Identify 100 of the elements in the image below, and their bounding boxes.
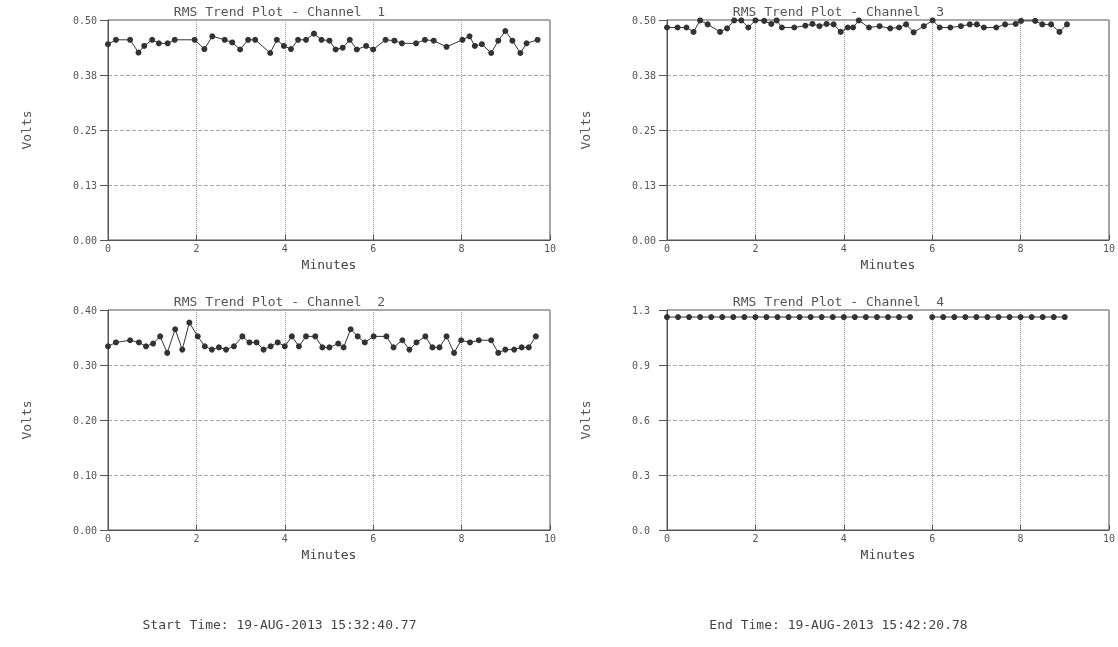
point — [287, 46, 294, 53]
point — [929, 17, 936, 24]
point — [1018, 17, 1025, 24]
point — [887, 25, 894, 32]
point — [326, 37, 333, 44]
y-axis-title: Volts — [578, 110, 593, 150]
point — [1012, 20, 1019, 27]
x-tick-label: 10 — [1102, 242, 1115, 254]
y-tick-label: 0.50 — [73, 14, 98, 26]
point — [488, 337, 495, 344]
x-tick-label: 0 — [663, 242, 671, 254]
point — [903, 21, 910, 28]
point — [1039, 21, 1046, 28]
point — [717, 28, 724, 35]
point — [957, 23, 964, 30]
chart-title: RMS Trend Plot - Channel 4 — [732, 294, 945, 309]
point — [215, 344, 222, 351]
point — [478, 41, 485, 48]
point — [523, 40, 530, 47]
y-tick-label: 0.40 — [73, 304, 98, 316]
point — [246, 339, 253, 346]
x-tick-label: 6 — [370, 532, 377, 544]
x-tick-label: 8 — [1017, 532, 1024, 544]
point — [172, 326, 179, 333]
point — [495, 349, 502, 356]
y-tick-label: 0.38 — [632, 69, 657, 81]
point — [295, 343, 302, 350]
point — [876, 23, 883, 30]
point — [973, 21, 980, 28]
point — [267, 50, 274, 56]
point — [664, 24, 670, 31]
y-tick-label: 0.50 — [632, 14, 657, 26]
point — [855, 17, 862, 24]
x-axis-title: Minutes — [860, 256, 916, 272]
chart-title: RMS Trend Plot - Channel 2 — [173, 294, 386, 309]
chart-title: RMS Trend Plot - Channel 3 — [732, 4, 945, 19]
point — [809, 20, 816, 27]
x-tick-label: 4 — [281, 532, 288, 544]
point — [383, 333, 390, 340]
point — [312, 333, 319, 340]
chart-title: RMS Trend Plot - Channel 1 — [173, 4, 386, 19]
point — [353, 46, 360, 53]
point — [127, 36, 134, 43]
point — [155, 40, 162, 47]
point — [475, 337, 482, 344]
point — [518, 344, 525, 351]
point — [382, 36, 389, 43]
point — [310, 30, 317, 37]
x-tick-label: 6 — [929, 242, 936, 254]
point — [1056, 28, 1063, 35]
point — [370, 333, 377, 340]
point — [690, 28, 697, 35]
point — [920, 23, 927, 30]
point — [157, 333, 164, 340]
point — [201, 46, 208, 53]
point — [910, 29, 917, 36]
point — [209, 33, 216, 40]
point — [1064, 21, 1070, 28]
point — [191, 36, 198, 43]
x-tick-label: 2 — [752, 242, 759, 254]
x-tick-label: 0 — [104, 242, 112, 254]
x-tick-label: 2 — [752, 532, 759, 544]
y-tick-label: 0.00 — [73, 234, 98, 246]
x-tick-label: 8 — [458, 242, 465, 254]
point — [150, 340, 157, 347]
point — [697, 17, 704, 24]
x-tick-label: 2 — [193, 242, 200, 254]
x-tick-label: 4 — [840, 532, 847, 544]
point — [1002, 21, 1009, 28]
point — [186, 319, 193, 326]
point — [534, 36, 541, 43]
point — [370, 46, 377, 53]
point — [517, 50, 524, 56]
point — [127, 337, 134, 344]
x-tick-label: 8 — [1017, 242, 1024, 254]
point — [361, 339, 368, 346]
point — [105, 343, 111, 350]
x-axis-title: Minutes — [301, 256, 357, 272]
point — [112, 339, 119, 346]
y-tick-label: 0.00 — [73, 524, 98, 536]
point — [135, 339, 142, 346]
y-tick-label: 0.25 — [632, 124, 657, 136]
point — [340, 344, 347, 351]
point — [194, 333, 201, 340]
y-tick-label: 1.3 — [632, 304, 651, 316]
point — [391, 37, 398, 44]
point — [319, 344, 326, 351]
y-tick-label: 0.13 — [73, 179, 98, 191]
point — [164, 349, 171, 356]
point — [221, 36, 228, 43]
point — [850, 24, 857, 31]
point — [773, 17, 780, 24]
point — [429, 344, 436, 351]
point — [966, 21, 973, 28]
point — [502, 28, 509, 34]
point — [346, 36, 353, 43]
point — [223, 346, 230, 353]
y-tick-label: 0.3 — [632, 469, 651, 481]
point — [488, 50, 495, 56]
point — [674, 24, 681, 31]
